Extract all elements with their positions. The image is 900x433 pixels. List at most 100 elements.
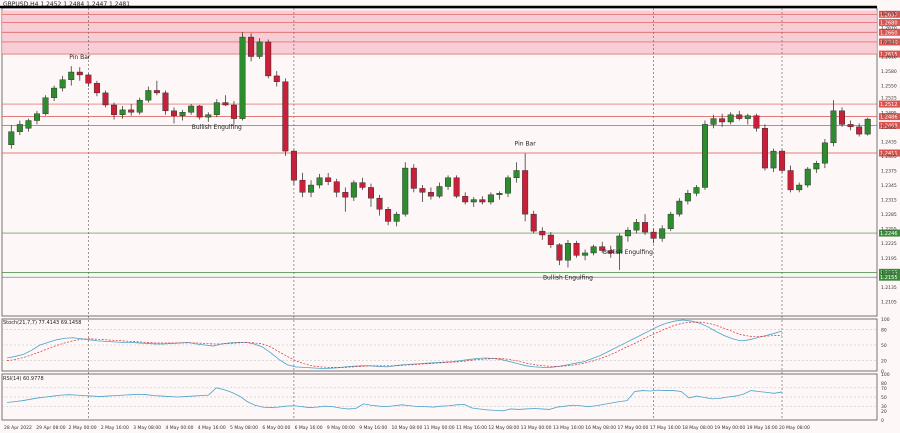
candle-body bbox=[753, 115, 760, 129]
price-tick-label: 1.2195 bbox=[881, 256, 897, 262]
candle-body bbox=[282, 81, 289, 152]
candle-body bbox=[659, 228, 666, 239]
candle-body bbox=[462, 195, 469, 203]
price-level-tag bbox=[879, 149, 900, 157]
candle-body bbox=[145, 90, 152, 101]
candle-body bbox=[642, 222, 649, 233]
price-level-tag bbox=[879, 229, 900, 237]
time-tick-label: 19 May 16:00 bbox=[747, 425, 778, 431]
candle-body bbox=[102, 92, 109, 106]
price-level-tag bbox=[879, 50, 900, 58]
price-tick-label: 1.2105 bbox=[881, 299, 897, 305]
price-tick-label: 1.2375 bbox=[881, 168, 897, 174]
candle-body bbox=[299, 179, 306, 193]
candle-body bbox=[804, 168, 811, 186]
rsi-tick-label: 70 bbox=[881, 386, 887, 392]
pattern-annotation: Bullish Engulfing bbox=[543, 274, 593, 281]
price-tick-label: 1.2700 bbox=[881, 11, 897, 17]
candle-body bbox=[230, 104, 237, 119]
pattern-annotation: Pin Bar bbox=[69, 54, 91, 61]
candle-body bbox=[368, 187, 374, 199]
candle-body bbox=[16, 124, 23, 132]
price-tick-label: 1.2550 bbox=[881, 84, 897, 90]
price-tick-label: 1.2495 bbox=[881, 110, 897, 116]
candle-body bbox=[42, 97, 49, 114]
price-tick-label: 1.2670 bbox=[881, 25, 897, 31]
time-tick-label: 4 May 16:00 bbox=[198, 425, 226, 431]
candle-body bbox=[316, 177, 323, 186]
price-tick-label: 1.2525 bbox=[881, 96, 897, 102]
candle-body bbox=[162, 92, 169, 112]
rsi-tick-label: 30 bbox=[881, 404, 887, 410]
price-tick-label: 1.2580 bbox=[881, 69, 897, 75]
candle-body bbox=[33, 113, 40, 121]
candle-body bbox=[265, 41, 272, 77]
time-tick-label: 28 Apr 2022 bbox=[4, 425, 32, 431]
candle-body bbox=[222, 102, 229, 106]
candle-body bbox=[505, 177, 511, 194]
time-tick-label: 6 May 00:00 bbox=[262, 425, 290, 431]
stoch-tick-label: 100 bbox=[881, 317, 890, 323]
candle-body bbox=[616, 235, 623, 254]
price-level-label: 1.2512 bbox=[880, 102, 898, 108]
candle-body bbox=[744, 115, 751, 119]
candle-body bbox=[796, 184, 803, 191]
pattern-annotation: Pin Bar bbox=[515, 141, 537, 148]
stoch-tick-label: 0 bbox=[881, 369, 884, 375]
candle-body bbox=[624, 229, 631, 237]
candle-body bbox=[93, 82, 100, 94]
candle-body bbox=[419, 188, 426, 193]
time-tick-label: 18 May 08:00 bbox=[682, 425, 713, 431]
candle-body bbox=[410, 167, 417, 189]
time-tick-label: 11 May 00:00 bbox=[424, 425, 455, 431]
pattern-annotation: Bullish Engulfing bbox=[603, 249, 653, 256]
price-tick-label: 1.2285 bbox=[881, 212, 897, 218]
price-level-tag bbox=[879, 268, 900, 276]
candle-body bbox=[479, 199, 486, 203]
candle-body bbox=[308, 184, 315, 193]
candle-body bbox=[8, 131, 15, 145]
price-tick-label: 1.2345 bbox=[881, 183, 897, 189]
rsi-tick-label: 50 bbox=[881, 395, 887, 401]
time-tick-label: 5 May 08:00 bbox=[230, 425, 258, 431]
time-tick-label: 20 May 08:00 bbox=[779, 425, 810, 431]
price-tick-label: 1.2255 bbox=[881, 227, 897, 233]
candle-body bbox=[864, 118, 871, 135]
time-tick-label: 2 May 16:00 bbox=[101, 425, 129, 431]
candle-body bbox=[333, 181, 340, 193]
candle-body bbox=[76, 71, 83, 76]
candle-body bbox=[547, 234, 554, 245]
candle-body bbox=[427, 192, 434, 197]
symbol-info: GBPUSD,H4 1.2452 1.2484 1.2447 1.2481 bbox=[3, 1, 131, 8]
candle-body bbox=[248, 36, 255, 57]
price-level-tag bbox=[879, 10, 900, 18]
candle-body bbox=[821, 142, 828, 164]
time-tick-label: 13 May 00:00 bbox=[521, 425, 552, 431]
candle-body bbox=[573, 243, 580, 256]
stoch-label: Stoch(21,7,7) 77.4143 69.1458 bbox=[3, 320, 82, 326]
candle-body bbox=[342, 192, 349, 198]
price-level-tag bbox=[879, 38, 900, 46]
candle-body bbox=[359, 182, 366, 188]
candle-body bbox=[522, 170, 529, 215]
price-level-tag bbox=[879, 121, 900, 129]
candle-body bbox=[736, 114, 743, 119]
candle-body bbox=[196, 105, 203, 118]
price-level-tag bbox=[879, 273, 900, 281]
pattern-annotation: Bullish Engulfing bbox=[192, 124, 242, 131]
stoch-tick-label: 50 bbox=[881, 343, 887, 349]
candle-body bbox=[684, 193, 691, 202]
time-tick-label: 2 May 00:00 bbox=[69, 425, 97, 431]
price-level-label: 1.2486 bbox=[880, 115, 898, 121]
candle-body bbox=[136, 99, 143, 113]
rsi-label: RSI(14) 60.9778 bbox=[3, 376, 44, 382]
price-level-label: 1.2411 bbox=[880, 151, 898, 157]
candle-body bbox=[350, 182, 357, 198]
candle-body bbox=[128, 109, 135, 113]
candle-body bbox=[188, 105, 195, 113]
candle-body bbox=[556, 244, 563, 261]
candle-body bbox=[119, 109, 126, 115]
stoch-tick-label: 80 bbox=[881, 327, 887, 333]
candle-body bbox=[813, 163, 820, 170]
